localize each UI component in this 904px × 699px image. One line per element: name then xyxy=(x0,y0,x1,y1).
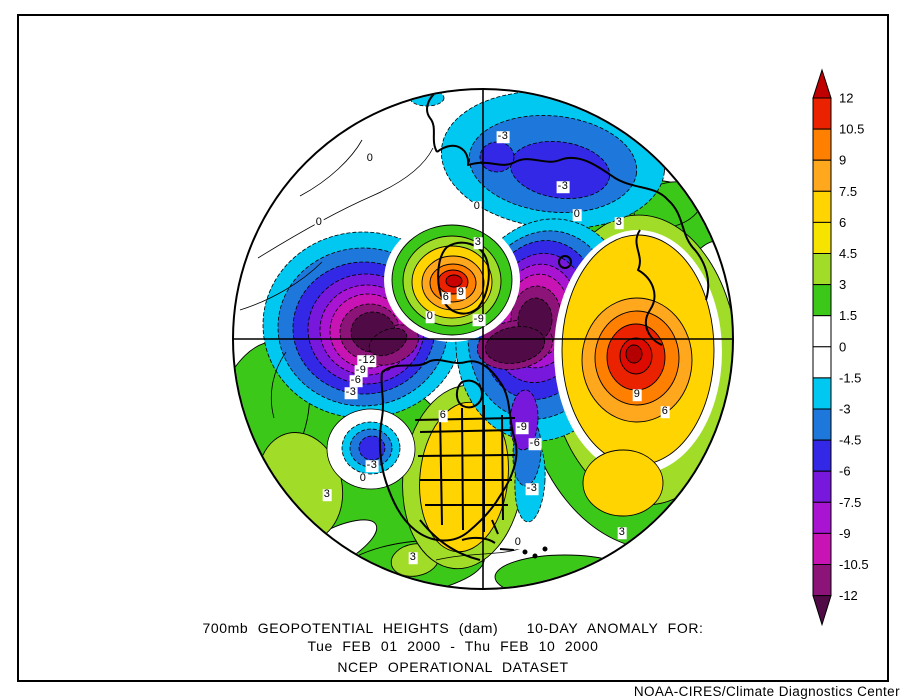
contour-label: 6 xyxy=(441,291,451,304)
colorbar-segment xyxy=(812,128,832,161)
colorbar-tick-label: 12 xyxy=(839,91,853,106)
contour-label: 3 xyxy=(408,551,418,564)
contour-label: 0 xyxy=(513,536,523,549)
contour-label: -3 xyxy=(525,482,539,495)
map-title-line1: 700mb GEOPOTENTIAL HEIGHTS (dam) 10-DAY … xyxy=(202,620,704,636)
contour-label: 9 xyxy=(632,388,642,401)
colorbar-tick-label: -6 xyxy=(839,464,851,479)
contour-label: 0 xyxy=(472,200,482,213)
colorbar-segment xyxy=(812,221,832,254)
contour-label: -6 xyxy=(528,437,542,450)
contour-label: 6 xyxy=(438,409,448,422)
colorbar-tick-label: -3 xyxy=(839,402,851,417)
colorbar-segment xyxy=(812,315,832,348)
contour-label: 0 xyxy=(425,310,435,323)
colorbar-segment xyxy=(812,346,832,379)
contour-label: 6 xyxy=(660,405,670,418)
colorbar-segment xyxy=(812,159,832,192)
colorbar-segment xyxy=(812,470,832,503)
colorbar-segment xyxy=(812,377,832,410)
colorbar-tick-label: -4.5 xyxy=(839,433,861,448)
colorbar-segment xyxy=(812,501,832,534)
contour-label: 0 xyxy=(572,208,582,221)
contour-label: 3 xyxy=(617,526,627,539)
colorbar-tick-label: 9 xyxy=(839,153,846,168)
map-title-line3: NCEP OPERATIONAL DATASET xyxy=(337,659,569,675)
attribution: NOAA-CIRES/Climate Diagnostics Center xyxy=(633,684,900,699)
coastlines xyxy=(378,93,710,561)
contour-label: -9 xyxy=(472,313,486,326)
graticule xyxy=(234,90,732,588)
colorbar-arrow-up xyxy=(812,68,832,99)
zero-contours xyxy=(239,139,523,561)
contour-label: -9 xyxy=(354,364,368,377)
colorbar-tick-label: -1.5 xyxy=(839,370,861,385)
plot-frame xyxy=(17,14,889,682)
map-boundary xyxy=(232,88,734,590)
contour-label: -3 xyxy=(344,386,358,399)
colorbar-tick-label: -7.5 xyxy=(839,495,861,510)
colorbar: 12 10.5 9 7.5 6 4.5 3 1.5 0 -1.5 -3 -4.5 -6 -7.5 -9 -10… xyxy=(805,62,900,642)
colorbar-tick-label: 10.5 xyxy=(839,122,864,137)
contour-label: 0 xyxy=(314,216,324,229)
contour-label: -3 xyxy=(556,180,570,193)
colorbar-segment xyxy=(812,97,832,130)
colorbar-segment xyxy=(812,532,832,565)
contour-label: 0 xyxy=(358,472,368,485)
colorbar-segment xyxy=(812,190,832,223)
colorbar-segment xyxy=(812,564,832,597)
northeast-pacific-low xyxy=(326,408,416,490)
contour-label: 0 xyxy=(365,152,375,165)
contour-label: -9 xyxy=(515,421,529,434)
colorbar-tick-label: 1.5 xyxy=(839,308,857,323)
colorbar-segment xyxy=(812,284,832,317)
colorbar-tick-label: 6 xyxy=(839,215,846,230)
contour-label: 3 xyxy=(322,488,332,501)
contour-label: 3 xyxy=(614,216,624,229)
greenland-high xyxy=(384,218,520,342)
colorbar-segment xyxy=(812,439,832,472)
siberian-arctic-low xyxy=(376,90,666,230)
colorbar-tick-label: -10.5 xyxy=(839,557,869,572)
contour-label: -6 xyxy=(349,374,363,387)
colorbar-svg: 12 10.5 9 7.5 6 4.5 3 1.5 0 -1.5 -3 -4.5 -6 -7.5 -9 -10… xyxy=(812,68,869,627)
contour-label: 9 xyxy=(456,286,466,299)
contour-label: -12 xyxy=(357,354,377,367)
map-title-line2: Tue FEB 01 2000 - Thu FEB 10 2000 xyxy=(307,638,599,654)
colorbar-segment xyxy=(812,253,832,286)
contour-label: -3 xyxy=(365,459,379,472)
atlantic-europe-high xyxy=(554,230,722,517)
colorbar-segment xyxy=(812,408,832,441)
colorbar-tick-label: -12 xyxy=(839,588,858,603)
contour-label: 3 xyxy=(473,236,483,249)
colorbar-arrow-down xyxy=(812,595,832,627)
colorbar-tick-label: 7.5 xyxy=(839,184,857,199)
contour-label: -3 xyxy=(496,130,510,143)
colorbar-tick-label: 4.5 xyxy=(839,246,857,261)
colorbar-tick-label: 3 xyxy=(839,277,846,292)
colorbar-tick-label: 0 xyxy=(839,339,846,354)
colorbar-tick-label: -9 xyxy=(839,526,851,541)
